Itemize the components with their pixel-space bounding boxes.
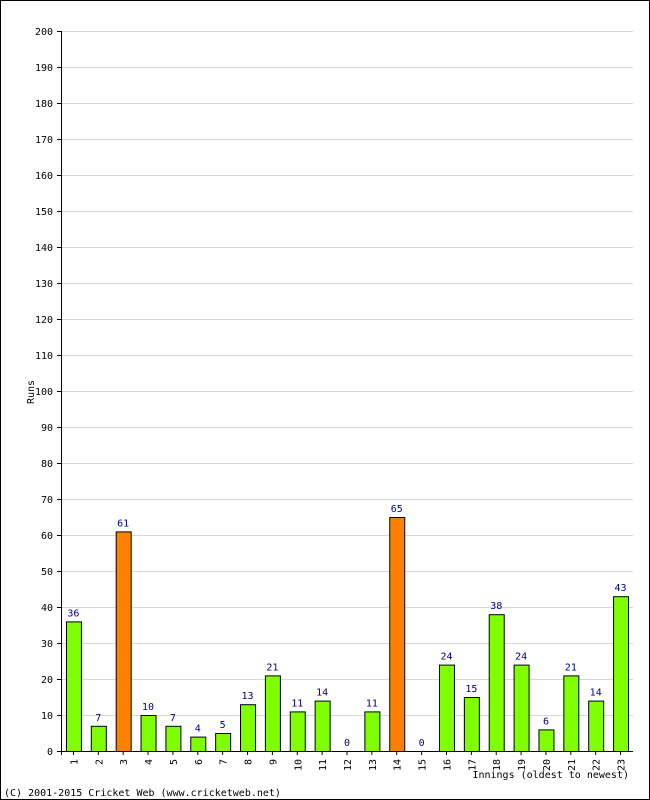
data-label: 65 (391, 504, 403, 515)
bar-innings-10 (289, 711, 306, 753)
data-label: 10 (142, 702, 154, 713)
y-tick-label: 70 (41, 495, 53, 506)
y-tick-label: 110 (35, 351, 53, 362)
x-tick-label: 15 (418, 759, 429, 771)
bar-innings-8 (240, 704, 257, 753)
bar-innings-6 (190, 736, 207, 752)
data-label: 61 (117, 518, 129, 529)
x-tick-label: 19 (517, 759, 528, 771)
data-label: 14 (316, 688, 328, 699)
data-label: 13 (241, 691, 253, 702)
bar-innings-1 (65, 621, 82, 753)
y-tick-label: 50 (41, 567, 53, 578)
data-label: 36 (67, 608, 79, 619)
data-label: 15 (465, 684, 477, 695)
x-tick-label: 20 (542, 759, 553, 771)
data-label: 38 (490, 601, 502, 612)
bar-innings-23 (613, 596, 630, 753)
data-label: 0 (344, 738, 350, 749)
y-tick-label: 180 (35, 99, 53, 110)
y-tick-label: 130 (35, 279, 53, 290)
bar-innings-11 (314, 700, 331, 752)
y-tick-label: 10 (41, 711, 53, 722)
data-label: 11 (366, 698, 378, 709)
data-label: 24 (515, 652, 527, 663)
x-tick-label: 10 (293, 759, 304, 771)
data-label: 6 (543, 716, 549, 727)
data-label: 21 (266, 662, 278, 673)
x-tick-label: 2 (94, 759, 105, 765)
bar-innings-5 (165, 725, 182, 752)
y-tick-label: 40 (41, 603, 53, 614)
bar-innings-3 (115, 531, 132, 753)
bar-innings-18 (488, 614, 505, 753)
bar-innings-19 (513, 664, 530, 752)
data-label: 0 (419, 738, 425, 749)
data-label: 7 (95, 713, 101, 724)
x-tick-label: 13 (368, 759, 379, 771)
x-tick-label: 18 (492, 759, 503, 771)
y-tick-label: 140 (35, 243, 53, 254)
x-tick-label: 7 (219, 759, 230, 765)
x-axis-title: Innings (oldest to newest) (472, 770, 629, 781)
x-tick-label: 23 (617, 759, 628, 771)
data-label: 24 (440, 652, 452, 663)
bar-innings-9 (264, 675, 281, 753)
bar-innings-13 (364, 711, 381, 753)
x-tick-label: 21 (567, 759, 578, 771)
bar-innings-17 (463, 697, 480, 752)
x-tick-label: 1 (69, 759, 80, 765)
x-tick-label: 8 (244, 759, 255, 765)
copyright-footer: (C) 2001-2015 Cricket Web (www.cricketwe… (4, 788, 281, 799)
data-label: 14 (590, 688, 602, 699)
bar-innings-22 (588, 700, 605, 752)
data-label: 7 (170, 713, 176, 724)
x-tick-label: 16 (442, 759, 453, 771)
y-tick-label: 30 (41, 639, 53, 650)
x-tick-labels: 1 2 3 4 5 6 7 8 9 10 11 12 13 14 15 16 17 18 19 20 21 22 23 (69, 759, 627, 771)
bar-innings-4 (140, 715, 157, 752)
y-tick-label: 100 (35, 387, 53, 398)
x-tick-label: 3 (119, 759, 130, 765)
x-tick-label: 5 (169, 759, 180, 765)
data-labels: 36 7 61 10 7 4 5 13 21 11 14 0 11 65 0 24 15 38 24 6 21 14 43 (67, 504, 626, 749)
y-tick-labels: 0 10 20 30 40 50 60 70 80 90 100 110 120 130 140 150 160… (35, 27, 53, 758)
y-tick-label: 20 (41, 675, 53, 686)
x-tick-label: 11 (318, 759, 329, 771)
bar-innings-2 (90, 725, 107, 752)
axes (57, 31, 633, 755)
x-tick-label: 4 (144, 759, 155, 765)
bar-innings-21 (563, 675, 580, 753)
x-tick-label: 14 (393, 759, 404, 771)
y-tick-label: 0 (47, 747, 53, 758)
bar-innings-7 (215, 733, 232, 752)
y-tick-label: 200 (35, 27, 53, 38)
x-tick-label: 22 (592, 759, 603, 771)
y-tick-label: 80 (41, 459, 53, 470)
y-tick-label: 190 (35, 63, 53, 74)
x-tick-label: 12 (343, 759, 354, 771)
y-tick-label: 170 (35, 135, 53, 146)
bar-innings-20 (538, 729, 555, 753)
y-tick-label: 150 (35, 207, 53, 218)
y-axis-title: Runs (26, 380, 37, 404)
data-label: 5 (220, 720, 226, 731)
bar-innings-16 (438, 664, 455, 752)
x-tick-label: 9 (268, 759, 279, 765)
data-label: 21 (565, 662, 577, 673)
data-label: 43 (615, 583, 627, 594)
y-tick-label: 120 (35, 315, 53, 326)
y-tick-label: 160 (35, 171, 53, 182)
x-tick-label: 6 (194, 759, 205, 765)
bar-innings-14 (389, 517, 406, 752)
data-label: 11 (291, 698, 303, 709)
gridlines (61, 31, 633, 716)
y-tick-label: 60 (41, 531, 53, 542)
x-tick-label: 17 (467, 759, 478, 771)
data-label: 4 (195, 724, 201, 735)
y-tick-label: 90 (41, 423, 53, 434)
